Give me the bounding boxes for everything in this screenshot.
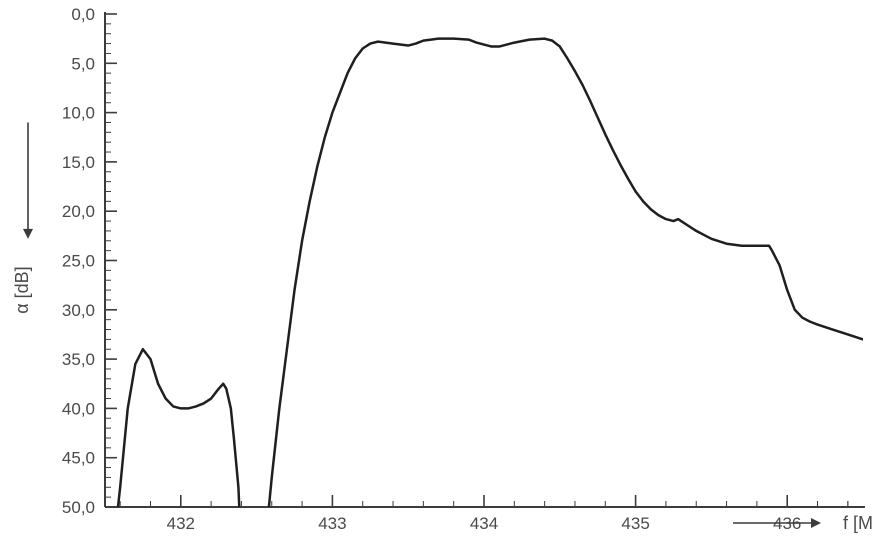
y-tick-label: 10,0 (62, 104, 95, 123)
filter-response-chart: 0,0 5,0 10,0 15,0 20,0 25,0 30,0 35,0 40,0 45,0 50… (0, 0, 873, 545)
x-tick-label: 432 (167, 514, 195, 533)
x-axis-label: f [MHz] (843, 513, 873, 533)
y-axis-label: α [dB] (12, 266, 32, 313)
y-tick-label: 45,0 (62, 449, 95, 468)
x-tick-label: 433 (318, 514, 346, 533)
y-tick-label: 5,0 (71, 54, 95, 73)
y-tick-label: 0,0 (71, 5, 95, 24)
y-tick-label: 15,0 (62, 153, 95, 172)
x-tick-label: 435 (621, 514, 649, 533)
y-tick-label: 30,0 (62, 301, 95, 320)
x-tick-label: 434 (470, 514, 498, 533)
y-tick-label: 25,0 (62, 252, 95, 271)
y-tick-label: 40,0 (62, 399, 95, 418)
y-tick-label: 50,0 (62, 498, 95, 517)
y-tick-label: 20,0 (62, 202, 95, 221)
chart-container: 0,0 5,0 10,0 15,0 20,0 25,0 30,0 35,0 40,0 45,0 50… (0, 0, 873, 545)
y-tick-label: 35,0 (62, 350, 95, 369)
